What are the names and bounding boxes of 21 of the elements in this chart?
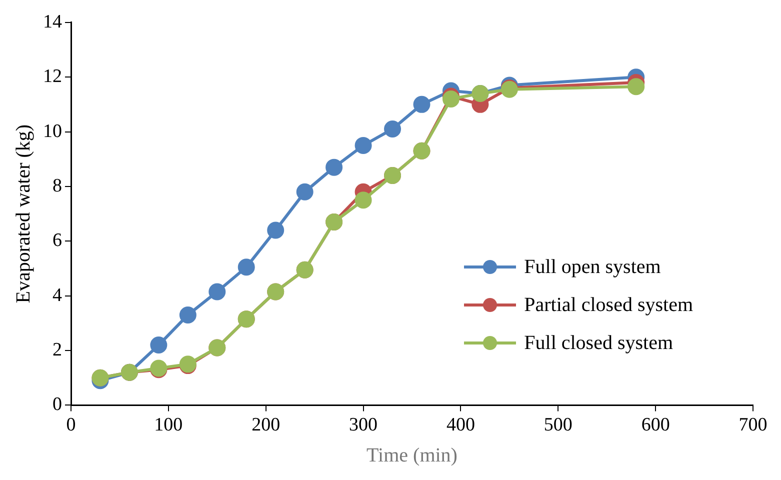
x-tick-label: 200 bbox=[252, 414, 280, 436]
y-tick-label: 6 bbox=[52, 230, 62, 252]
y-tick-label: 14 bbox=[43, 11, 62, 32]
x-tick-label: 500 bbox=[544, 414, 572, 436]
x-tick-label: 300 bbox=[349, 414, 378, 436]
x-tick-label: 600 bbox=[641, 414, 670, 436]
x-tick-label: 100 bbox=[154, 414, 183, 436]
x-tick-label: 400 bbox=[446, 414, 475, 436]
y-tick-label: 4 bbox=[52, 284, 62, 306]
y-tick-label: 12 bbox=[43, 66, 62, 88]
x-axis-title: Time (min) bbox=[366, 444, 458, 466]
y-tick-label: 0 bbox=[52, 394, 62, 416]
y-tick-label: 2 bbox=[52, 340, 62, 360]
x-tick-label: 0 bbox=[66, 414, 76, 436]
y-tick-label: 10 bbox=[43, 120, 62, 142]
y-axis-title: Evaporated water (kg) bbox=[12, 124, 34, 304]
y-tick-label: 8 bbox=[52, 175, 62, 196]
legend-label: Full closed system bbox=[524, 332, 674, 354]
legend-label: Partial closed system bbox=[524, 294, 693, 316]
legend-label: Full open system bbox=[524, 256, 661, 278]
x-tick-label: 700 bbox=[738, 414, 768, 436]
